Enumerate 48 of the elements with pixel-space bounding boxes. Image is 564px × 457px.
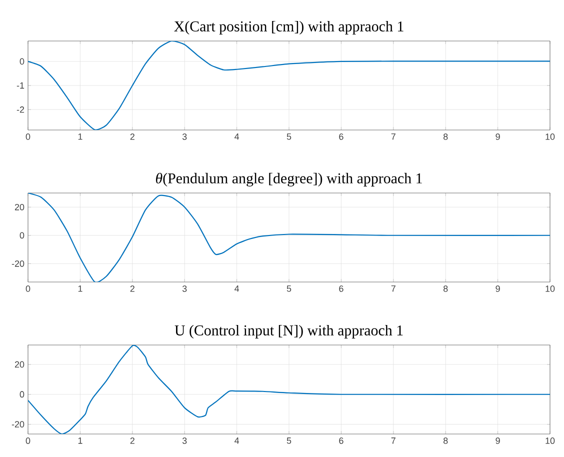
x-tick-label: 8 bbox=[444, 438, 448, 444]
x-tick-label: 0 bbox=[26, 438, 30, 444]
x-tick-label: 1 bbox=[78, 438, 82, 444]
y-tick-label: 0 bbox=[20, 391, 24, 398]
x-tick-label: 1 bbox=[78, 134, 82, 140]
x-tick-label: 4 bbox=[234, 286, 240, 292]
chart-title: θ(Pendulum angle [degree]) with approach 1 bbox=[156, 172, 422, 186]
x-tick-label: 6 bbox=[339, 438, 344, 444]
y-tick-label: 0 bbox=[20, 58, 24, 65]
x-tick-label: 2 bbox=[130, 134, 134, 140]
x-tick-label: 7 bbox=[391, 438, 396, 444]
line-series bbox=[28, 40, 550, 130]
x-tick-label: 8 bbox=[444, 286, 448, 292]
x-tick-label: 10 bbox=[546, 286, 555, 292]
chart-title: U (Control input [N]) with appraoch 1 bbox=[174, 324, 403, 339]
x-tick-label: 7 bbox=[391, 134, 396, 140]
x-tick-label: 9 bbox=[496, 286, 500, 292]
x-tick-label: 6 bbox=[339, 286, 344, 292]
x-tick-label: 3 bbox=[182, 134, 187, 140]
y-tick-label: 0 bbox=[20, 232, 24, 239]
line-series bbox=[28, 192, 550, 282]
x-tick-label: 10 bbox=[546, 438, 555, 444]
y-tick-label: 20 bbox=[14, 361, 24, 368]
x-tick-label: 2 bbox=[130, 286, 134, 292]
y-tick-label: 20 bbox=[14, 204, 24, 210]
x-tick-label: 3 bbox=[182, 286, 187, 292]
x-tick-label: 6 bbox=[339, 134, 344, 140]
y-tick-label: -20 bbox=[12, 260, 24, 267]
y-tick-label: -1 bbox=[16, 82, 24, 89]
x-tick-label: 7 bbox=[391, 286, 396, 292]
x-tick-label: 5 bbox=[286, 438, 292, 444]
x-tick-label: 0 bbox=[26, 134, 30, 140]
x-tick-label: 10 bbox=[546, 134, 555, 140]
x-tick-label: 9 bbox=[496, 438, 500, 444]
x-tick-label: 1 bbox=[78, 286, 82, 292]
x-tick-label: 2 bbox=[130, 438, 134, 444]
y-tick-label: -20 bbox=[12, 421, 24, 428]
x-tick-label: 5 bbox=[286, 134, 292, 140]
line-series bbox=[28, 345, 550, 434]
x-tick-label: 4 bbox=[234, 134, 240, 140]
x-tick-label: 0 bbox=[26, 286, 30, 292]
chart-title: X(Cart position [cm]) with appraoch 1 bbox=[174, 20, 404, 35]
x-tick-label: 5 bbox=[286, 286, 292, 292]
x-tick-label: 3 bbox=[182, 438, 187, 444]
x-tick-label: 4 bbox=[234, 438, 240, 444]
x-tick-label: 9 bbox=[496, 134, 500, 140]
y-tick-label: -2 bbox=[16, 106, 24, 113]
x-tick-label: 8 bbox=[444, 134, 448, 140]
